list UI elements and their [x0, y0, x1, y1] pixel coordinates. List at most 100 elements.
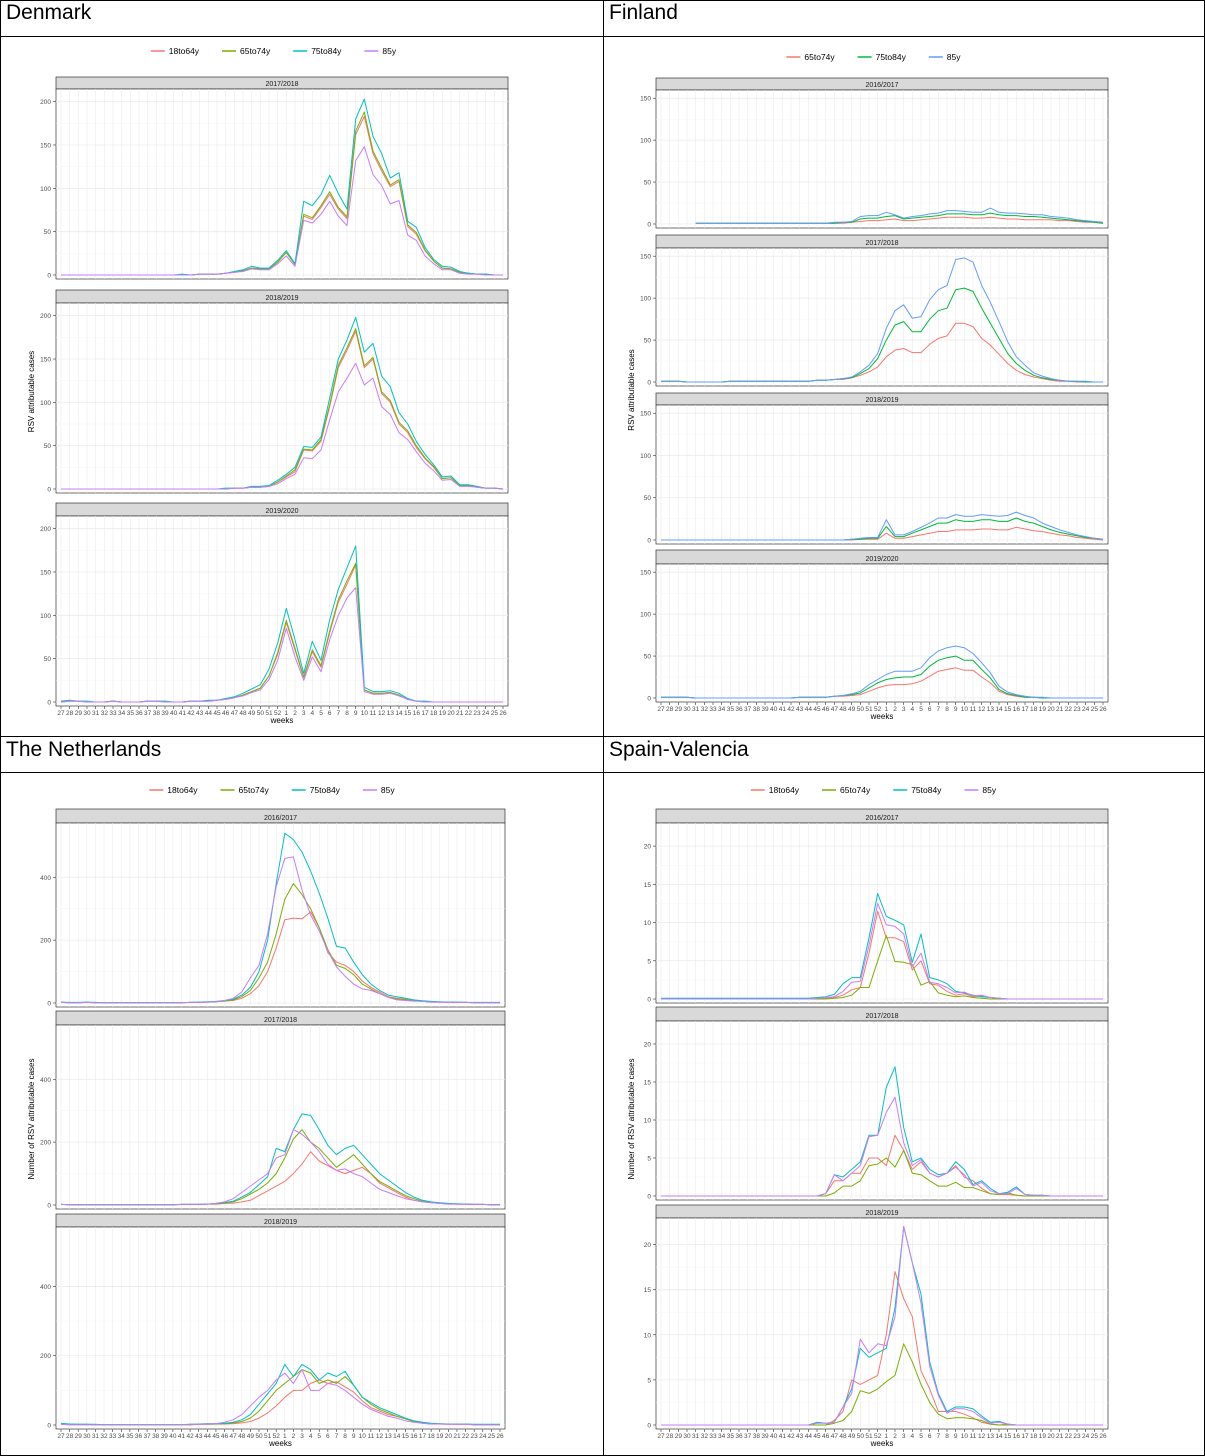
y-tick-label: 0 [647, 222, 651, 229]
y-tick-label: 5 [647, 1156, 651, 1163]
x-tick-label: 22 [1065, 706, 1073, 713]
x-tick-label: 20 [1047, 706, 1055, 713]
x-tick-label: 44 [805, 706, 813, 713]
y-tick-label: 150 [40, 570, 51, 577]
x-tick-label: 14 [393, 1433, 401, 1440]
x-tick-label: 16 [410, 1433, 418, 1440]
y-tick-label: 0 [47, 700, 51, 707]
x-tick-label: 3 [300, 1433, 304, 1440]
x-tick-label: 1 [283, 1433, 287, 1440]
x-tick-label: 36 [735, 706, 743, 713]
x-tick-label: 45 [212, 1433, 220, 1440]
x-tick-label: 32 [701, 706, 709, 713]
legend-label-75to84y: 75to84y [911, 785, 942, 795]
y-tick-label: 100 [40, 400, 51, 407]
x-tick-label: 52 [874, 706, 882, 713]
x-tick-label: 42 [787, 706, 795, 713]
x-tick-label: 16 [1013, 706, 1021, 713]
series-line-85y [60, 856, 500, 1004]
x-tick-label: 44 [204, 1433, 212, 1440]
x-tick-label: 39 [761, 706, 769, 713]
y-axis-title: Number of RSV attributable cases [27, 1059, 36, 1180]
x-tick-label: 25 [488, 1433, 496, 1440]
x-tick-label: 49 [248, 710, 256, 717]
x-tick-label: 42 [187, 1433, 195, 1440]
y-tick-label: 0 [47, 1001, 51, 1008]
x-tick-label: 3 [302, 710, 306, 717]
x-tick-label: 6 [328, 710, 332, 717]
x-tick-label: 20 [445, 1433, 453, 1440]
x-tick-label: 30 [683, 1433, 691, 1440]
x-tick-label: 48 [839, 706, 847, 713]
x-tick-label: 29 [75, 1433, 83, 1440]
x-tick-label: 2 [893, 706, 897, 713]
x-tick-label: 19 [439, 710, 447, 717]
y-tick-label: 100 [40, 613, 51, 620]
strip-label: 2016/2017 [865, 82, 898, 89]
x-tick-label: 10 [359, 1433, 367, 1440]
x-tick-label: 24 [1082, 1433, 1090, 1440]
x-tick-label: 7 [937, 706, 941, 713]
x-tick-label: 38 [153, 710, 161, 717]
x-tick-label: 37 [144, 710, 152, 717]
plot-area [55, 1226, 506, 1430]
x-tick-label: 19 [1039, 706, 1047, 713]
x-tick-label: 11 [970, 706, 977, 713]
panels: 2017/20180501001502002018/20190501001502… [40, 76, 509, 707]
x-tick-label: 52 [274, 710, 282, 717]
y-tick-label: 0 [647, 696, 651, 703]
chart-denmark: 18to64y 65to74y 75to84y 85y2017/20180501001… [27, 46, 509, 725]
x-tick-label: 21 [456, 710, 464, 717]
x-axis-title: weeks [870, 1439, 894, 1448]
x-tick-label: 2 [292, 1433, 296, 1440]
y-tick-label: 100 [640, 612, 651, 619]
x-tick-label: 23 [471, 1433, 479, 1440]
y-tick-label: 0 [47, 487, 51, 494]
x-tick-label: 20 [1047, 1433, 1055, 1440]
x-tick-label: 26 [496, 1433, 504, 1440]
x-tick-label: 10 [961, 1433, 969, 1440]
x-tick-label: 13 [987, 706, 995, 713]
x-tick-label: 40 [770, 706, 778, 713]
x-axis-title: weeks [270, 716, 294, 725]
x-tick-label: 30 [683, 706, 691, 713]
strip-label: 2018/2019 [265, 295, 298, 302]
legend-label-18to64y: 18to64y [769, 785, 800, 795]
title-underline [0, 36, 1205, 37]
x-axis: 27 28 29 30 31 32 33 34 35 36 37 38 39 40 41 42 43 44 45 46… [57, 1429, 504, 1448]
y-tick-label: 200 [40, 313, 51, 320]
plot-area [55, 302, 509, 494]
series-line-85y [60, 1369, 500, 1426]
x-tick-label: 36 [735, 1433, 743, 1440]
strip-label: 2017/2018 [865, 240, 898, 247]
y-tick-label: 200 [40, 99, 51, 106]
y-tick-label: 5 [647, 1377, 651, 1384]
x-tick-label: 27 [57, 1433, 65, 1440]
y-tick-label: 15 [644, 1080, 652, 1087]
table-border-row [0, 736, 1205, 737]
x-tick-label: 37 [744, 1433, 752, 1440]
x-tick-label: 2 [893, 1433, 897, 1440]
x-tick-label: 34 [118, 710, 126, 717]
y-tick-label: 50 [44, 443, 52, 450]
x-tick-label: 6 [928, 706, 932, 713]
y-tick-label: 15 [644, 1287, 652, 1294]
panel-2: 2018/2019 0 5 10 15 20 [644, 1204, 1109, 1430]
x-tick-label: 15 [1004, 706, 1012, 713]
x-tick-label: 8 [945, 706, 949, 713]
x-tick-label: 26 [499, 710, 507, 717]
x-tick-label: 35 [126, 1433, 134, 1440]
y-axis-title: RSV attributable cases [627, 349, 636, 430]
x-tick-label: 43 [196, 710, 204, 717]
y-tick-label: 200 [40, 938, 51, 945]
series-line-85y [661, 645, 1103, 699]
x-tick-label: 25 [491, 710, 499, 717]
x-tick-label: 18 [430, 710, 438, 717]
x-tick-label: 5 [319, 710, 323, 717]
x-tick-label: 3 [902, 1433, 906, 1440]
plot-area [55, 88, 509, 280]
panels: 2016/201702004002017/201802004002018/201… [40, 808, 506, 1430]
x-tick-label: 31 [92, 1433, 100, 1440]
legend-label-75to84y: 75to84y [310, 785, 341, 795]
x-tick-label: 23 [1073, 1433, 1081, 1440]
